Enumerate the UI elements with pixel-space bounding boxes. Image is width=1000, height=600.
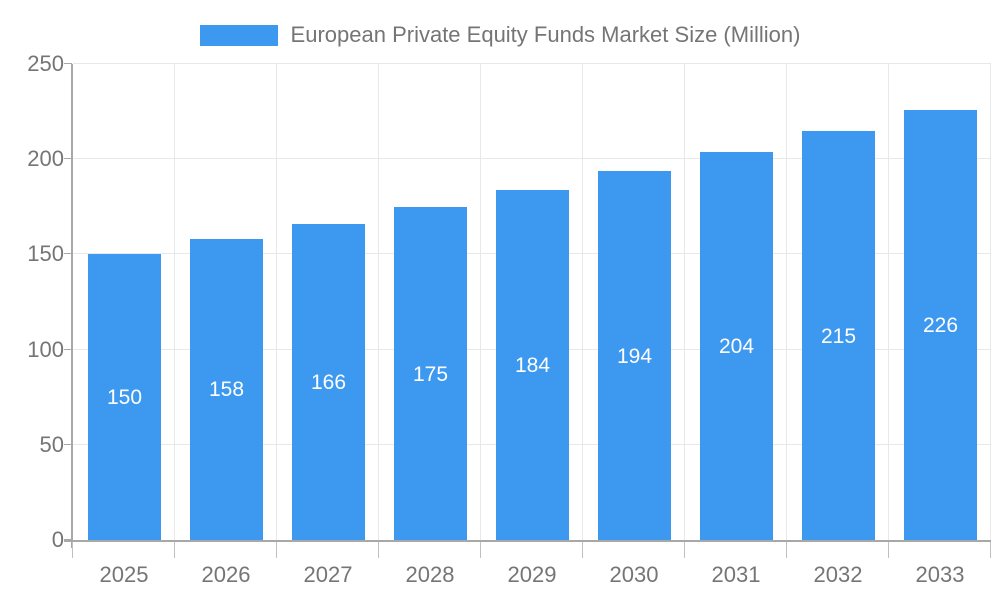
x-axis-tick	[72, 542, 73, 558]
bar[interactable]: 150	[88, 254, 161, 540]
x-axis-tick	[582, 542, 583, 558]
gridline-vertical	[174, 64, 175, 540]
bar-value-label: 204	[718, 335, 755, 358]
y-axis-tick	[64, 539, 72, 540]
bar-value-label: 226	[922, 314, 959, 337]
gridline-vertical	[276, 64, 277, 540]
x-axis-tick	[276, 542, 277, 558]
legend-swatch	[199, 24, 278, 46]
bar[interactable]: 158	[190, 239, 263, 540]
x-axis-tick-label: 2029	[507, 562, 557, 587]
gridline-vertical	[786, 64, 787, 540]
gridline-vertical	[990, 64, 991, 540]
gridline-vertical	[480, 64, 481, 540]
bar-value-label: 150	[106, 386, 143, 409]
chart-legend: European Private Equity Funds Market Siz…	[0, 22, 1000, 48]
bar-value-label: 158	[208, 378, 245, 401]
bar[interactable]: 184	[496, 190, 569, 540]
legend-item[interactable]: European Private Equity Funds Market Siz…	[199, 22, 801, 48]
bar[interactable]: 166	[292, 224, 365, 540]
y-axis-tick-label: 250	[27, 51, 64, 76]
x-axis-tick	[786, 542, 787, 558]
bar-value-label: 166	[310, 371, 347, 394]
bar-value-label: 184	[514, 354, 551, 377]
x-axis-tick-label: 2030	[609, 562, 659, 587]
y-axis-tick	[64, 63, 72, 64]
y-axis-line	[71, 64, 73, 548]
x-axis-tick-label: 2032	[813, 562, 863, 587]
y-axis-tick-label: 50	[39, 431, 64, 457]
bar[interactable]: 194	[598, 171, 671, 540]
x-axis-tick-label: 2031	[711, 562, 761, 587]
gridline-vertical	[582, 64, 583, 540]
y-axis-tick-label: 150	[27, 241, 64, 267]
plot-area: 0 50 100 150 200 250 150 2025 158 2026 166 2027 175 2…	[27, 53, 991, 587]
y-axis-tick	[64, 158, 72, 160]
bar[interactable]: 226	[904, 110, 977, 540]
x-axis-tick-label: 2027	[303, 562, 353, 587]
y-axis-tick-label: 200	[27, 146, 64, 172]
bar-value-label: 215	[820, 325, 857, 348]
x-axis-tick	[378, 542, 379, 558]
x-axis-tick	[480, 542, 481, 558]
gridline-vertical	[684, 64, 685, 540]
y-axis-tick	[64, 443, 72, 445]
x-axis-tick	[684, 542, 685, 558]
x-axis-tick	[888, 542, 889, 558]
x-axis-tick-label: 2025	[99, 562, 149, 587]
x-axis-tick-label: 2028	[405, 562, 455, 587]
bar[interactable]: 204	[700, 152, 773, 540]
bar-value-label: 194	[616, 345, 653, 368]
x-axis-tick-label: 2026	[201, 562, 251, 587]
y-axis-tick-label: 100	[27, 336, 64, 362]
y-axis-tick-label: 0	[51, 527, 64, 552]
bar-value-label: 175	[412, 363, 449, 386]
x-axis-tick	[174, 542, 175, 558]
gridline-vertical	[888, 64, 889, 540]
gridline-horizontal	[73, 158, 991, 160]
bar[interactable]: 175	[394, 207, 467, 540]
x-axis-line	[64, 540, 991, 542]
y-axis-tick	[64, 253, 72, 255]
y-axis-tick	[64, 348, 72, 350]
bar[interactable]: 215	[802, 131, 875, 540]
legend-label: European Private Equity Funds Market Siz…	[290, 22, 801, 47]
x-axis-tick-label: 2033	[915, 562, 965, 587]
x-axis-tick	[990, 542, 991, 558]
gridline-horizontal	[73, 63, 991, 64]
gridline-vertical	[378, 64, 379, 540]
